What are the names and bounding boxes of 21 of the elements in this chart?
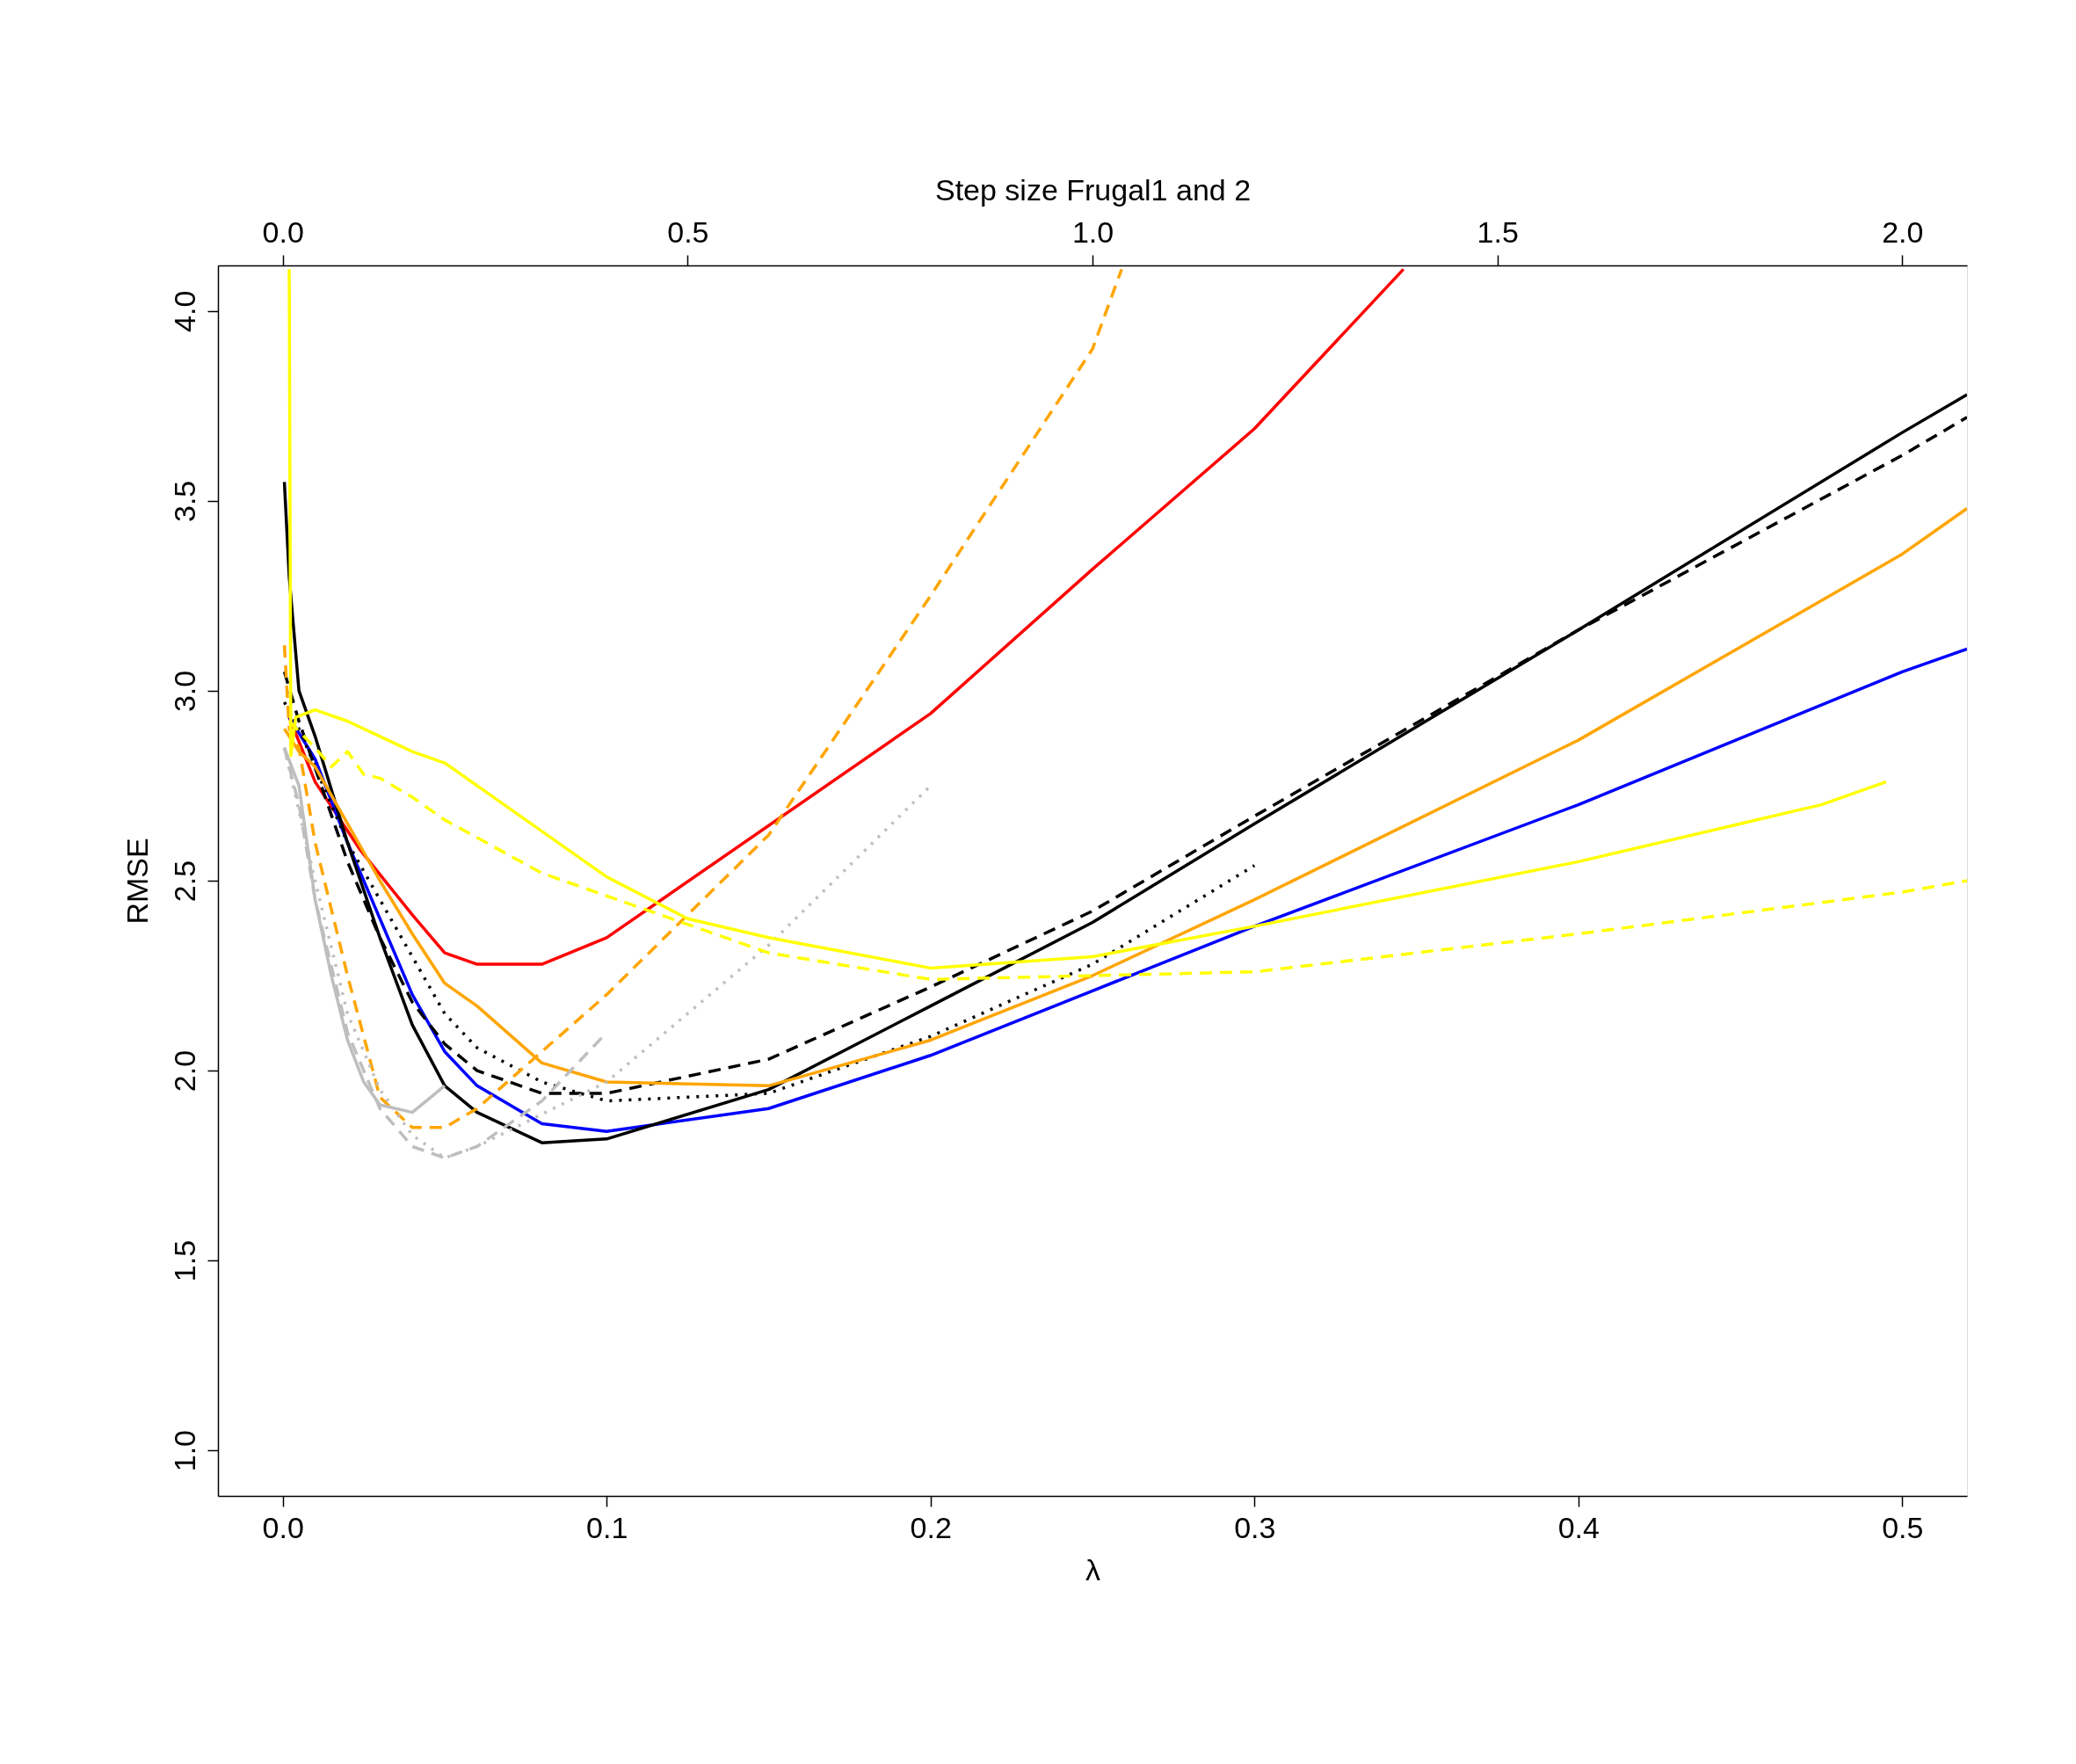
x2-tick-label: 0.0 (262, 214, 304, 249)
x-tick-label: 0.2 (910, 1510, 952, 1544)
x2-tick-label: 1.5 (1477, 214, 1519, 249)
x2-tick-label: 0.5 (667, 214, 709, 249)
y-tick-label: 4.0 (167, 290, 201, 332)
y-tick-label: 1.5 (167, 1239, 201, 1282)
x2-tick-label: 2.0 (1882, 214, 1924, 249)
x2-tick-label: 1.0 (1071, 214, 1114, 249)
x-tick-label: 0.0 (262, 1510, 304, 1544)
y-tick-label: 3.0 (167, 670, 201, 713)
y-tick-label: 1.0 (167, 1430, 201, 1472)
y-tick-label: 3.5 (167, 480, 201, 523)
y-axis-title: RMSE (120, 838, 154, 925)
y-tick-label: 2.5 (167, 860, 201, 903)
x2-axis-title: Step size Frugal1 and 2 (934, 172, 1252, 207)
x-tick-label: 0.5 (1882, 1510, 1924, 1544)
x-tick-label: 0.1 (586, 1510, 628, 1544)
x-tick-label: 0.3 (1234, 1510, 1276, 1544)
y-tick-label: 2.0 (167, 1049, 201, 1093)
x-axis-title: λ (1085, 1552, 1100, 1586)
x-tick-label: 0.4 (1557, 1510, 1600, 1544)
